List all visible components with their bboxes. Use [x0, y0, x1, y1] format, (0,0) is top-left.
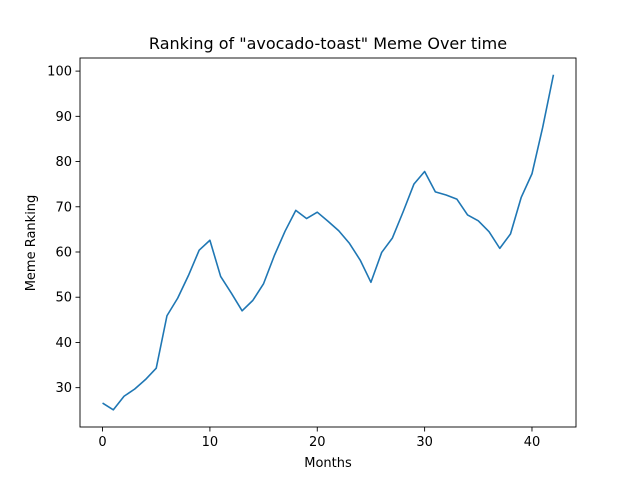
x-tick-label: 40	[524, 435, 541, 450]
y-tick-label: 50	[55, 291, 72, 306]
chart-title: Ranking of "avocado-toast" Meme Over tim…	[149, 34, 507, 53]
plot-area	[79, 57, 577, 428]
x-tick-label: 0	[98, 435, 106, 450]
y-axis: 30 40 50 60 70 80 90 100	[47, 65, 80, 396]
x-axis: 0 10 20 30 40	[98, 427, 540, 450]
x-tick-label: 10	[202, 435, 219, 450]
y-tick-label: 90	[55, 110, 72, 125]
x-tick-label: 20	[309, 435, 326, 450]
y-axis-label: Meme Ranking	[24, 195, 39, 292]
series-line	[102, 74, 555, 411]
y-tick-label: 100	[47, 65, 72, 80]
y-tick-label: 60	[55, 245, 72, 260]
y-tick-label: 80	[55, 155, 72, 170]
y-tick-label: 40	[55, 336, 72, 351]
y-tick-label: 70	[55, 200, 72, 215]
y-tick-label: 30	[55, 381, 72, 396]
x-axis-label: Months	[304, 456, 352, 471]
x-tick-label: 30	[416, 435, 433, 450]
axes-frame	[79, 57, 577, 428]
